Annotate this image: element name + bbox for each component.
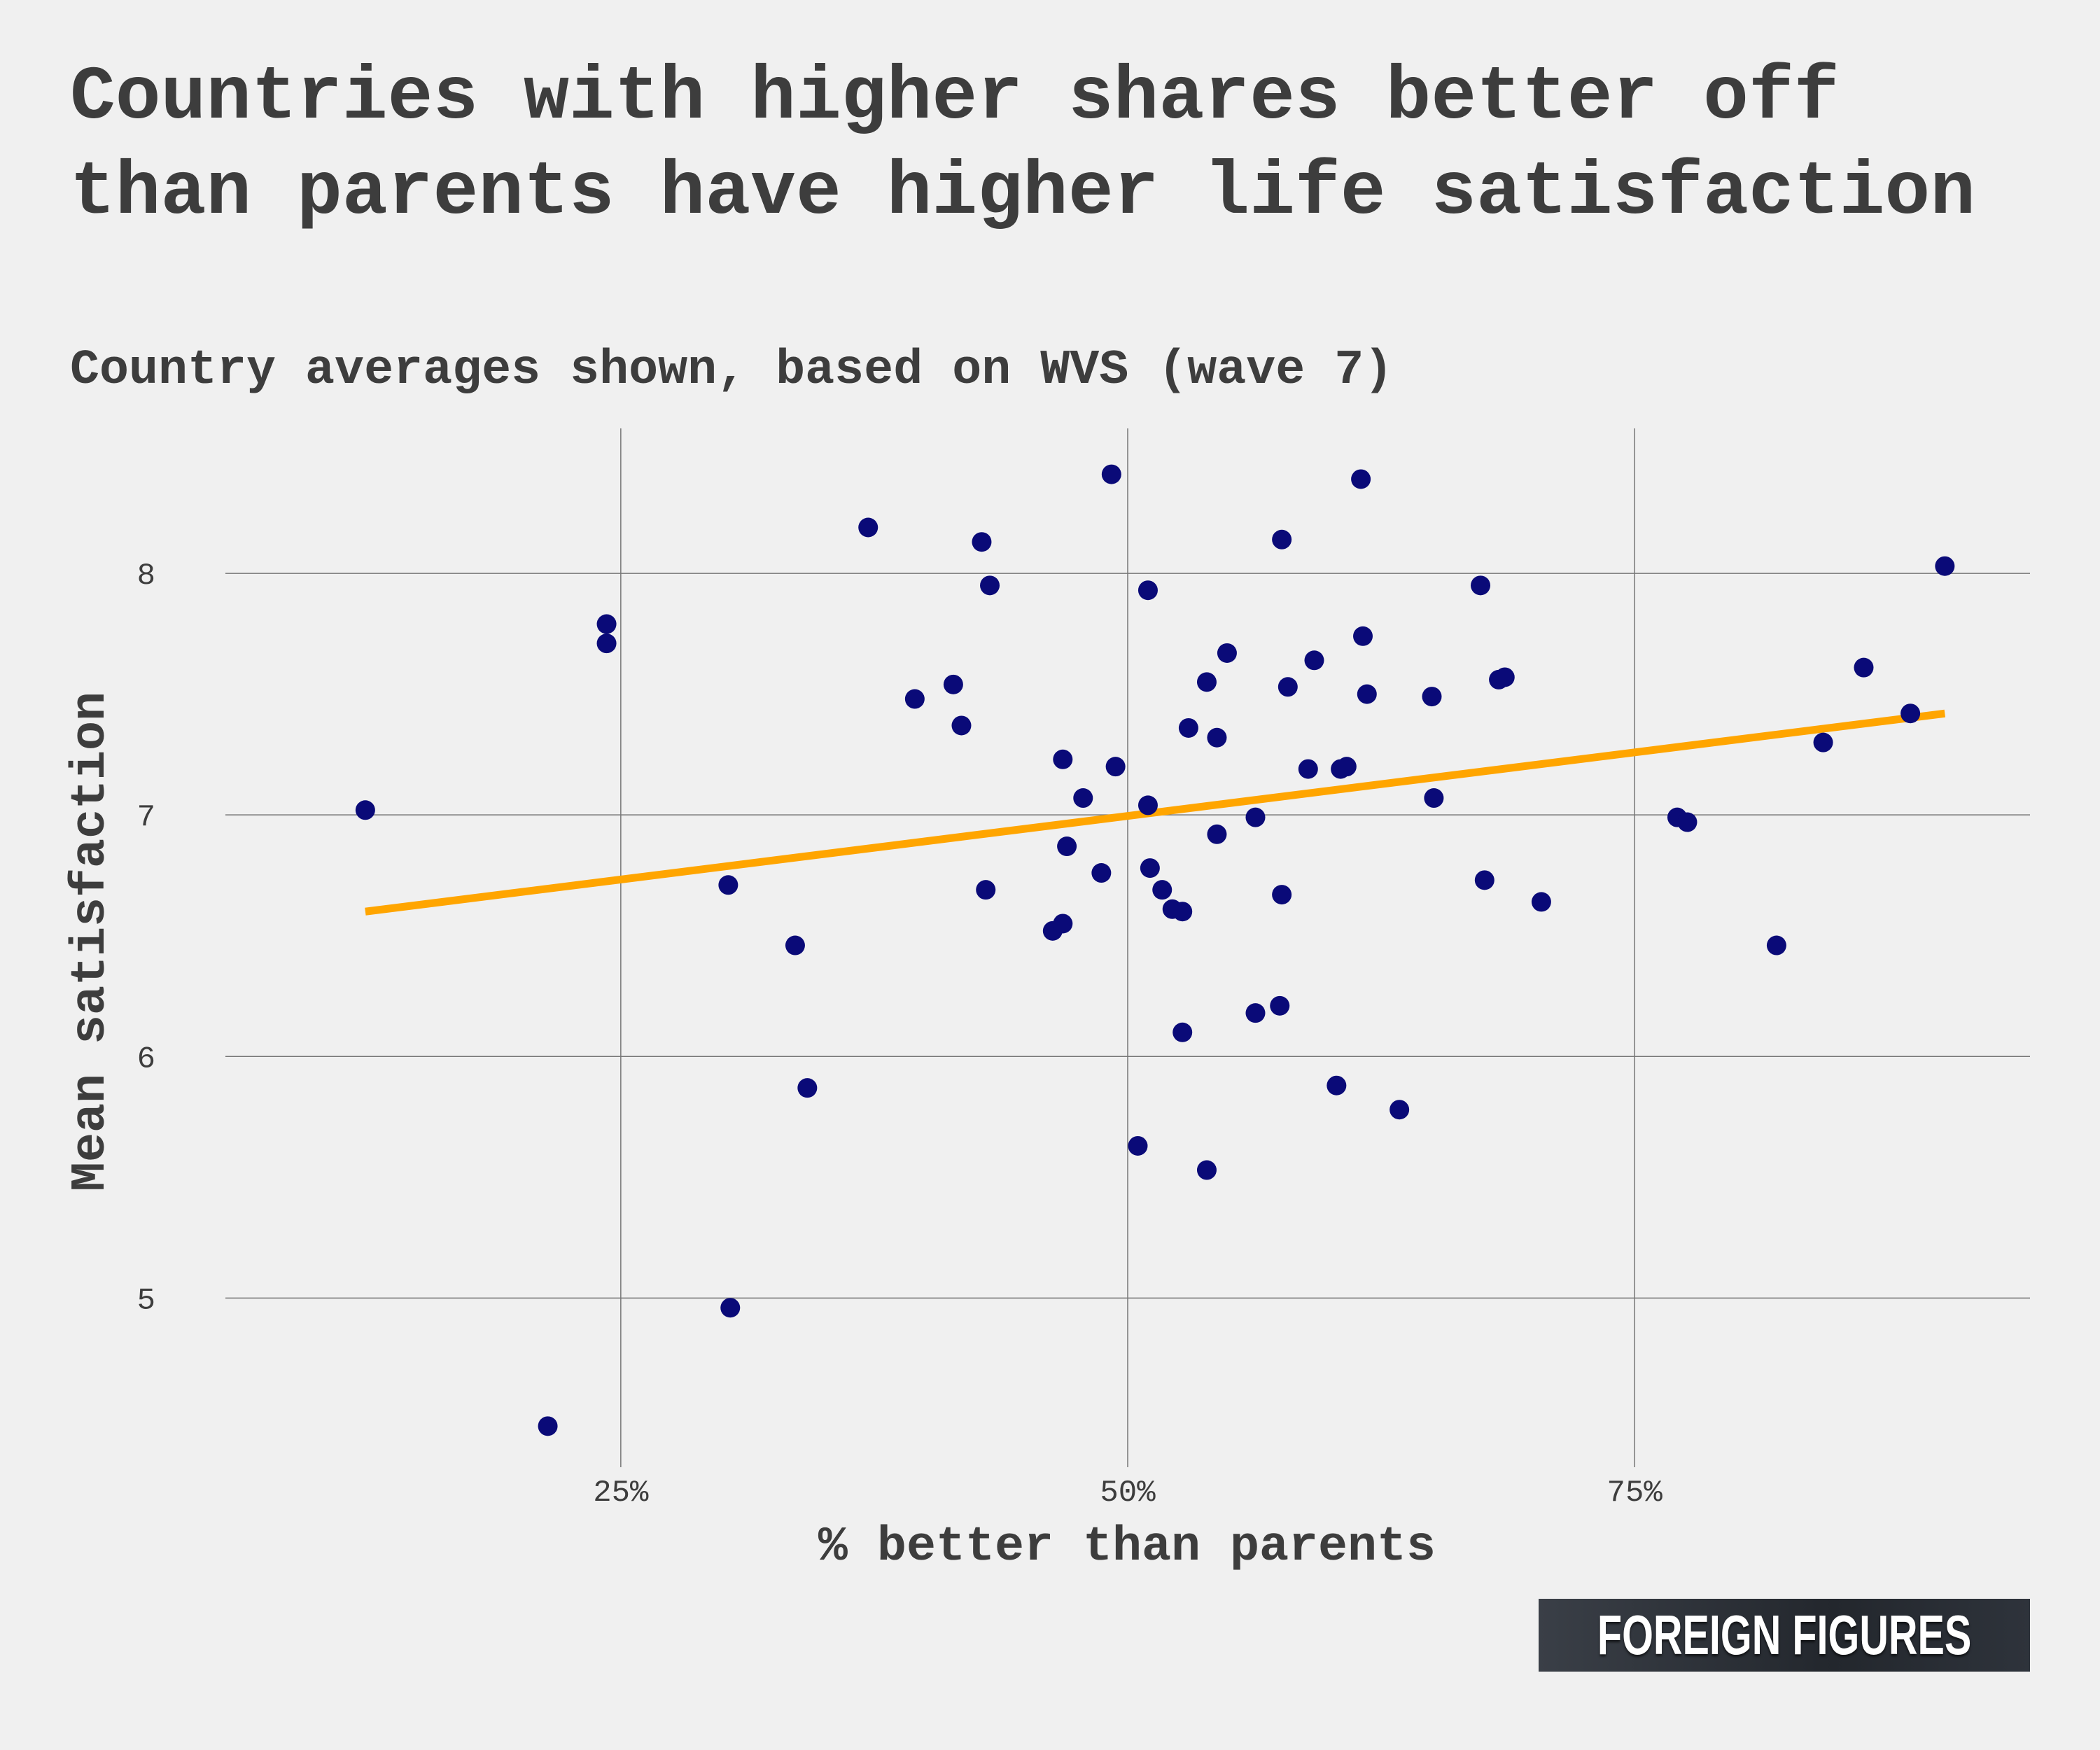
trend-line-group (365, 709, 1946, 916)
x-tick-label: 75% (1607, 1476, 1663, 1511)
y-axis-ticks: 5 6 7 8 (137, 559, 155, 1318)
y-tick-label: 8 (137, 559, 155, 594)
data-point (1053, 913, 1073, 934)
y-tick-label: 7 (137, 800, 155, 835)
data-point (980, 575, 1000, 596)
data-point (1935, 556, 1955, 576)
data-point (1245, 807, 1266, 827)
data-point (1138, 795, 1158, 816)
data-point (1900, 704, 1921, 724)
foreign-figures-logo: FOREIGN FIGURES (1539, 1599, 2030, 1672)
data-point (538, 1416, 558, 1436)
data-point (1196, 672, 1217, 692)
data-point (1326, 1075, 1347, 1096)
data-point (1217, 643, 1237, 663)
data-point (1172, 902, 1193, 922)
y-tick-label: 5 (137, 1283, 155, 1318)
data-point (1471, 575, 1491, 596)
data-point (1207, 824, 1227, 844)
data-point (720, 1298, 741, 1318)
data-point (718, 875, 738, 895)
data-point (355, 800, 375, 820)
data-point (1245, 1003, 1266, 1023)
data-point (1422, 687, 1442, 707)
data-point (1207, 727, 1227, 748)
data-point (1278, 677, 1298, 697)
logo-text: FOREIGN FIGURES (1597, 1604, 1972, 1666)
data-point (1304, 650, 1324, 671)
data-point (1272, 529, 1292, 550)
data-points (355, 464, 1955, 1436)
data-point (972, 532, 992, 552)
data-point (1091, 863, 1112, 883)
data-point (1766, 935, 1786, 955)
x-tick-label: 50% (1100, 1476, 1156, 1511)
data-point (904, 689, 925, 709)
data-point (1057, 836, 1077, 857)
data-point (1053, 749, 1073, 769)
y-axis-title: Mean satisfaction (64, 692, 119, 1191)
data-point (1677, 812, 1698, 832)
data-point (1390, 1100, 1410, 1120)
data-point (1138, 580, 1158, 601)
data-point (797, 1078, 818, 1098)
chart-subtitle: Country averages shown, based on WVS (wa… (70, 343, 1394, 398)
data-point (1270, 995, 1290, 1016)
data-point (1101, 464, 1121, 484)
y-tick-label: 6 (137, 1042, 155, 1077)
data-point (1152, 880, 1172, 900)
data-point (1298, 759, 1318, 779)
trend-line (365, 709, 1946, 916)
data-point (596, 614, 617, 634)
data-point (1494, 667, 1515, 687)
data-point (951, 715, 972, 736)
data-point (1353, 626, 1373, 646)
x-axis-title: % better than parents (818, 1520, 1436, 1575)
grid-lines (225, 428, 2030, 1467)
data-point (1128, 1135, 1148, 1156)
data-point (1272, 885, 1292, 905)
x-axis-ticks: 25% 50% 75% (593, 1476, 1662, 1511)
data-point (1105, 757, 1126, 777)
data-point (976, 880, 996, 900)
data-point (1854, 657, 1874, 678)
data-point (1357, 684, 1377, 704)
data-point (596, 634, 617, 654)
data-point (1336, 757, 1357, 777)
x-tick-label: 25% (593, 1476, 649, 1511)
chart-title: Countries with higher shares better off … (70, 55, 1976, 236)
data-point (1474, 870, 1494, 890)
data-point (1351, 469, 1371, 489)
data-point (1172, 1022, 1193, 1042)
data-point (1813, 732, 1833, 752)
data-point (1073, 788, 1093, 808)
data-point (1531, 892, 1551, 912)
data-point (943, 674, 963, 694)
data-point (1424, 788, 1444, 808)
data-point (785, 935, 805, 955)
data-point (1140, 858, 1160, 878)
data-point (858, 517, 878, 538)
data-point (1196, 1160, 1217, 1180)
data-point (1178, 718, 1198, 738)
